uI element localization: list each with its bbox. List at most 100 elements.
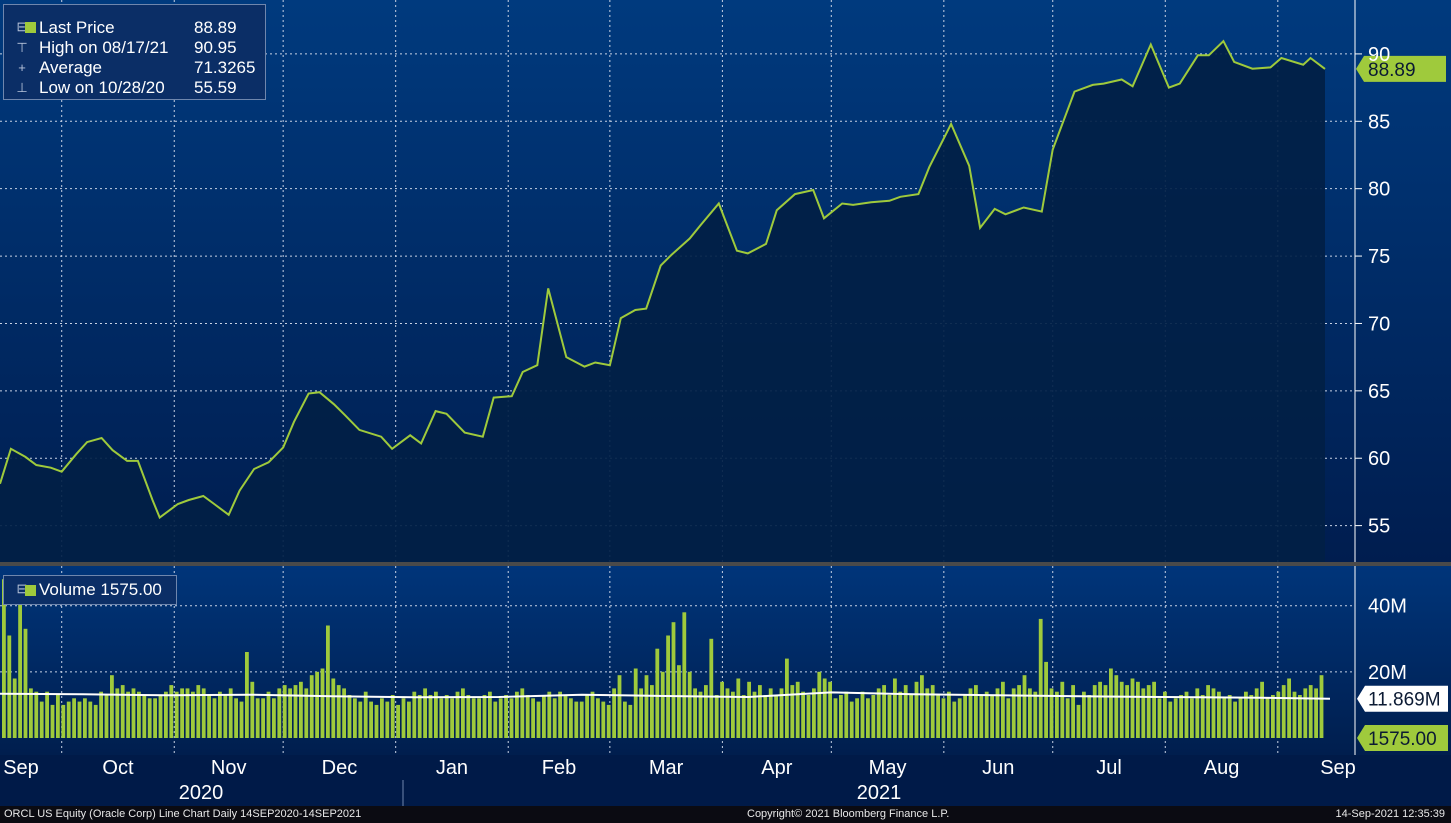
volume-bar	[147, 698, 152, 738]
volume-bar	[1244, 691, 1248, 738]
volume-bar	[936, 695, 940, 738]
volume-bar	[606, 704, 611, 738]
volume-y-tick-label: 20M	[1368, 662, 1407, 684]
volume-bar	[860, 691, 865, 738]
legend-last-price: ⊟ Last Price 88.89	[4, 18, 267, 38]
volume-bar	[725, 688, 730, 738]
volume-bar	[1044, 661, 1048, 738]
volume-bar	[844, 691, 849, 738]
volume-bar	[212, 698, 217, 738]
volume-bar	[1276, 691, 1281, 738]
volume-bar	[207, 695, 211, 738]
volume-bar	[1249, 695, 1254, 738]
x-month-label: Jun	[982, 757, 1014, 779]
collapse-icon[interactable]: ⊟	[16, 581, 28, 596]
volume-bar	[471, 698, 476, 738]
price-area	[0, 41, 1325, 563]
legend-last-price-value: 88.89	[194, 18, 237, 37]
volume-bar	[639, 688, 643, 738]
volume-bar	[488, 691, 492, 738]
price-series	[0, 39, 1446, 563]
volume-bar	[12, 678, 17, 738]
volume-bar	[120, 685, 125, 738]
x-month-label: Feb	[542, 757, 576, 779]
volume-bar	[34, 691, 39, 738]
volume-bar	[747, 681, 751, 738]
volume-bar	[72, 698, 76, 738]
volume-bar	[1265, 698, 1270, 738]
volume-bar	[693, 688, 697, 738]
volume-bar	[320, 668, 325, 738]
volume-bar	[428, 695, 433, 738]
volume-bar	[1238, 698, 1243, 738]
volume-bar	[520, 688, 525, 738]
volume-bar	[353, 698, 357, 738]
volume-bar	[439, 698, 444, 738]
volume-bar	[169, 685, 174, 738]
volume-bar	[326, 625, 330, 738]
volume-bar	[158, 695, 163, 738]
volume-bar	[801, 691, 805, 738]
volume-bar	[617, 675, 622, 738]
volume-bar	[709, 638, 714, 738]
volume-bar	[1087, 695, 1092, 738]
volume-bar	[1082, 691, 1086, 738]
volume-bar	[558, 691, 562, 738]
panel-divider[interactable]	[0, 562, 1451, 566]
volume-bar	[655, 648, 660, 738]
volume-bar	[477, 698, 481, 738]
volume-bar	[1319, 675, 1324, 738]
volume-bar	[1114, 675, 1119, 738]
volume-bar	[515, 691, 519, 738]
volume-bar	[1152, 681, 1156, 738]
volume-bar	[660, 671, 665, 738]
x-month-label: Sep	[1320, 757, 1356, 779]
volume-bar	[29, 688, 33, 738]
volume-bar	[1190, 698, 1194, 738]
footer-copyright: Copyright© 2021 Bloomberg Finance L.P.	[747, 808, 950, 820]
volume-bar	[1314, 688, 1318, 738]
volume-bar	[542, 695, 546, 738]
price-line	[0, 39, 1326, 520]
volume-bar	[423, 688, 427, 738]
legend-low: ⊥ Low on 10/28/20 55.59	[4, 78, 267, 98]
volume-bar	[363, 691, 368, 738]
legend-average-label: Average	[39, 58, 103, 77]
volume-bar	[164, 691, 168, 738]
volume-bar	[45, 691, 49, 738]
volume-bar	[682, 612, 687, 738]
volume-bar	[984, 691, 989, 738]
volume-bar	[1163, 691, 1167, 738]
volume-bar	[466, 695, 471, 738]
volume-bar	[142, 695, 147, 738]
volume-bar	[180, 688, 184, 738]
volume-bar	[1017, 685, 1021, 738]
last-volume-tag	[1357, 725, 1448, 751]
volume-bar	[390, 695, 395, 738]
volume-bar	[1195, 688, 1200, 738]
volume-bar	[417, 695, 422, 738]
volume-bar	[596, 698, 600, 738]
volume-bar	[228, 688, 233, 738]
average-marker-icon: +	[18, 60, 26, 75]
volume-bar	[288, 688, 292, 738]
volume-bar	[309, 675, 314, 738]
volume-bar	[482, 695, 487, 738]
volume-bar	[731, 691, 735, 738]
volume-series	[0, 579, 1448, 751]
volume-bar	[612, 688, 616, 738]
volume-bar	[650, 685, 654, 738]
volume-bar	[1184, 691, 1189, 738]
volume-bar	[277, 688, 282, 738]
volume-bar	[1136, 681, 1140, 738]
legend-average: + Average 71.3265	[4, 58, 267, 78]
volume-bar	[282, 685, 287, 738]
volume-bar	[1260, 681, 1264, 738]
volume-bar	[574, 701, 579, 738]
collapse-icon[interactable]: ⊟	[16, 19, 28, 34]
legend-average-value: 71.3265	[194, 58, 256, 77]
footer-chart-info: ORCL US Equity (Oracle Corp) Line Chart …	[4, 808, 362, 820]
volume-bar	[304, 688, 309, 738]
volume-bar	[1022, 675, 1027, 738]
volume-bar	[261, 698, 265, 738]
